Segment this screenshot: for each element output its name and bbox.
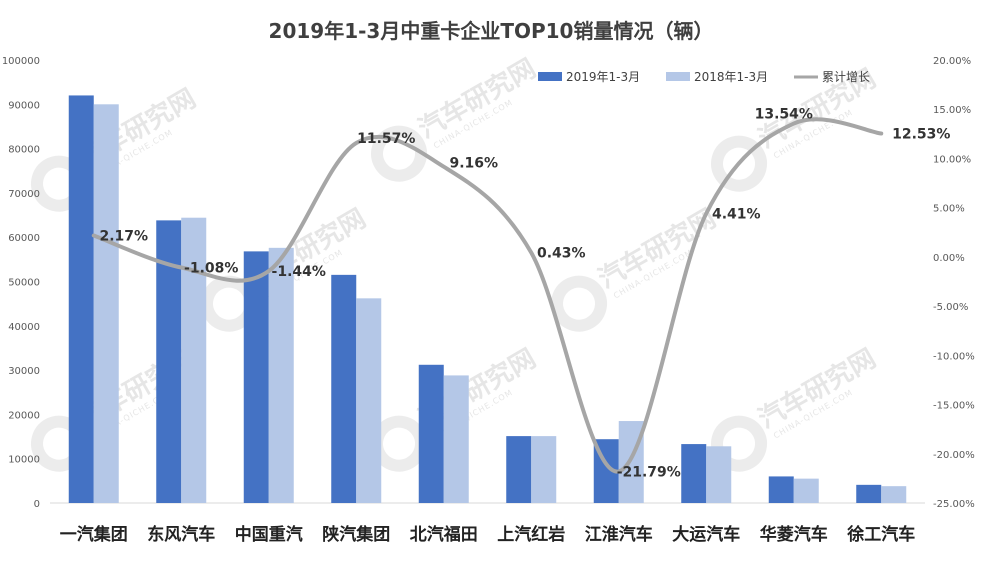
right-axis-tick: -20.00% (933, 450, 975, 461)
watermark-text: 汽车研究网 (413, 53, 541, 145)
x-axis-label: 中国重汽 (235, 524, 303, 545)
legend-swatch (538, 72, 562, 81)
growth-data-label: 0.43% (537, 246, 586, 262)
growth-point (92, 234, 96, 238)
growth-point (529, 251, 533, 255)
watermark-text: 汽车研究网 (593, 203, 721, 295)
legend-label: 2019年1-3月 (566, 70, 640, 84)
watermark-logo (371, 125, 428, 182)
bars-layer (68, 95, 907, 504)
legend-label: 累计增长 (822, 70, 870, 84)
left-axis-tick: 60000 (8, 233, 40, 244)
bar-2018 (706, 446, 732, 503)
left-axis-tick: 40000 (8, 322, 40, 333)
growth-point (617, 469, 621, 473)
right-axis-tick: 15.00% (933, 105, 971, 116)
growth-data-label: -1.44% (272, 264, 326, 280)
bar-2019 (506, 436, 532, 503)
left-axis-tick: 30000 (8, 366, 40, 377)
left-axis-tick: 50000 (8, 278, 40, 289)
bar-2018 (793, 478, 819, 503)
right-axis-tick: -25.00% (933, 499, 975, 510)
x-axis-label: 徐工汽车 (846, 524, 915, 545)
right-axis: -25.00% -20.00% -15.00% -10.00% -5.00% 0.00% 5… (933, 56, 975, 510)
right-axis-tick: -5.00% (933, 302, 968, 313)
growth-point (354, 141, 358, 145)
bar-2019 (768, 476, 794, 503)
growth-point (267, 269, 271, 273)
right-axis-tick: 20.00% (933, 56, 971, 67)
bar-2018 (531, 436, 557, 503)
growth-point (704, 211, 708, 215)
left-axis-tick: 0 (34, 499, 40, 510)
x-axis-label: 华菱汽车 (760, 524, 828, 545)
right-axis-tick: -10.00% (933, 351, 975, 362)
x-axis-label: 上汽红岩 (497, 524, 565, 545)
growth-data-label: 13.54% (755, 107, 813, 123)
growth-point (879, 132, 883, 136)
growth-line-layer: 2.17% -1.08% -1.44% 11.57% 9.16% 0.43% -21.79%… (91, 107, 950, 480)
legend: 2019年1-3月 2018年1-3月 累计增长 (538, 70, 870, 84)
bar-2019 (856, 484, 882, 503)
bar-2018 (356, 298, 382, 503)
right-axis-tick: 0.00% (933, 253, 965, 264)
x-axis-labels: 一汽集团 东风汽车 中国重汽 陕汽集团 北汽福田 上汽红岩 江淮汽车 大运汽车 华菱汽车 徐工汽车 (60, 524, 916, 545)
left-axis-tick: 100000 (2, 56, 40, 67)
chart-title: 2019年1-3月中重卡企业TOP10销量情况（辆） (269, 19, 714, 43)
right-axis-tick: 10.00% (933, 154, 971, 165)
left-axis-tick: 20000 (8, 410, 40, 421)
watermark-logo (711, 135, 768, 192)
growth-data-label: 4.41% (712, 206, 761, 222)
left-axis-tick: 10000 (8, 455, 40, 466)
bar-2018 (93, 104, 119, 504)
growth-data-label: 2.17% (99, 229, 148, 245)
growth-point (179, 266, 183, 270)
bar-2019 (243, 251, 269, 503)
growth-data-label: -21.79% (617, 464, 681, 480)
legend-label: 2018年1-3月 (694, 70, 768, 84)
bar-2019 (681, 444, 707, 503)
growth-point (442, 165, 446, 169)
right-axis-tick: 5.00% (933, 204, 965, 215)
bar-2018 (881, 486, 907, 503)
bar-2019 (68, 95, 94, 503)
left-axis-tick: 80000 (8, 145, 40, 156)
x-axis-label: 一汽集团 (60, 524, 128, 545)
growth-point (792, 122, 796, 126)
right-axis-tick: -15.00% (933, 401, 975, 412)
left-axis-tick: 70000 (8, 189, 40, 200)
legend-swatch (666, 72, 690, 81)
x-axis-label: 江淮汽车 (585, 524, 653, 545)
x-axis-label: 大运汽车 (672, 524, 740, 545)
bar-2019 (331, 274, 357, 503)
growth-data-label: 11.57% (357, 131, 415, 147)
bar-2019 (418, 364, 444, 503)
watermark-text: 汽车研究网 (753, 343, 881, 435)
left-axis-tick: 90000 (8, 100, 40, 111)
growth-data-label: -1.08% (184, 261, 238, 277)
bar-2018 (181, 217, 207, 503)
growth-data-label: 9.16% (449, 156, 498, 172)
watermark-logo (551, 275, 608, 332)
x-axis-label: 北汽福田 (410, 524, 478, 545)
growth-data-label: 12.53% (892, 127, 950, 143)
bar-2018 (268, 247, 294, 503)
bar-2018 (443, 375, 469, 503)
x-axis-label: 东风汽车 (147, 524, 215, 545)
x-axis-label: 陕汽集团 (322, 524, 390, 545)
